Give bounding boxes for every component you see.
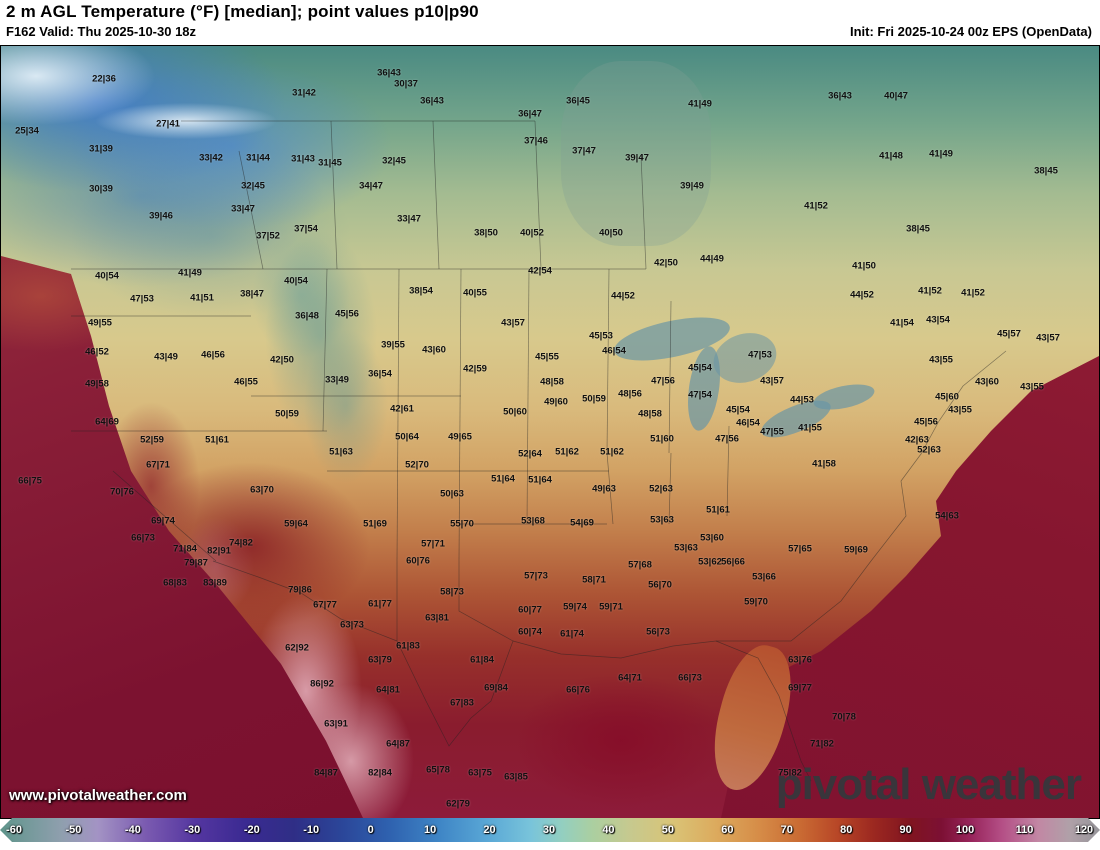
watermark-link[interactable]: www.pivotalweather.com xyxy=(9,787,187,804)
valid-time-label: F162 Valid: Thu 2025-10-30 18z xyxy=(6,24,197,39)
colorbar-tick-label: 20 xyxy=(483,824,496,836)
colorbar-tick-label: -60 xyxy=(6,824,22,836)
colorbar-tick-label: 70 xyxy=(780,824,793,836)
temperature-map xyxy=(0,45,1100,819)
colorbar-tick-label: 50 xyxy=(661,824,674,836)
colorbar-tick-label: 90 xyxy=(899,824,912,836)
colorbar-tick-label: -20 xyxy=(243,824,260,836)
colorbar-tick-label: 10 xyxy=(423,824,437,836)
colorbar-tick-label: 60 xyxy=(721,824,734,836)
gulf-of-mexico xyxy=(481,646,761,818)
colorbar-tick-label: 0 xyxy=(367,824,374,836)
colorbar-tick-label: -50 xyxy=(65,824,82,836)
time-info-bar: F162 Valid: Thu 2025-10-30 18z Init: Fri… xyxy=(0,22,1100,39)
init-time-label: Init: Fri 2025-10-24 00z EPS (OpenData) xyxy=(849,24,1092,39)
colorbar-tick-label: 30 xyxy=(542,824,556,836)
temperature-colorbar: -60 -50 -40 -30 -20 -10 0 10 20 30 40 50 60 70 80 90 100… xyxy=(0,818,1100,842)
colorbar-tick-label: 100 xyxy=(955,824,975,836)
hudson-bay xyxy=(561,61,711,246)
colorbar-tick-label: -40 xyxy=(124,824,141,836)
colorbar-gradient xyxy=(0,818,1100,842)
colorbar-tick-label: -30 xyxy=(184,824,201,836)
colorbar-tick-label: 80 xyxy=(840,824,853,836)
colorbar-tick-label: 120 xyxy=(1074,824,1094,836)
colorbar-tick-label: 110 xyxy=(1015,824,1034,836)
colorbar-tick-label: 40 xyxy=(602,824,615,836)
title-bar: 2 m AGL Temperature (°F) [median]; point… xyxy=(0,0,1100,45)
geo-borders xyxy=(71,120,1007,782)
page-title: 2 m AGL Temperature (°F) [median]; point… xyxy=(6,2,479,21)
colorbar-ticks: -60 -50 -40 -30 -20 -10 0 10 20 30 40 50 60 70 80 90 100… xyxy=(0,818,1100,842)
colorbar-tick-label: -10 xyxy=(303,824,320,836)
